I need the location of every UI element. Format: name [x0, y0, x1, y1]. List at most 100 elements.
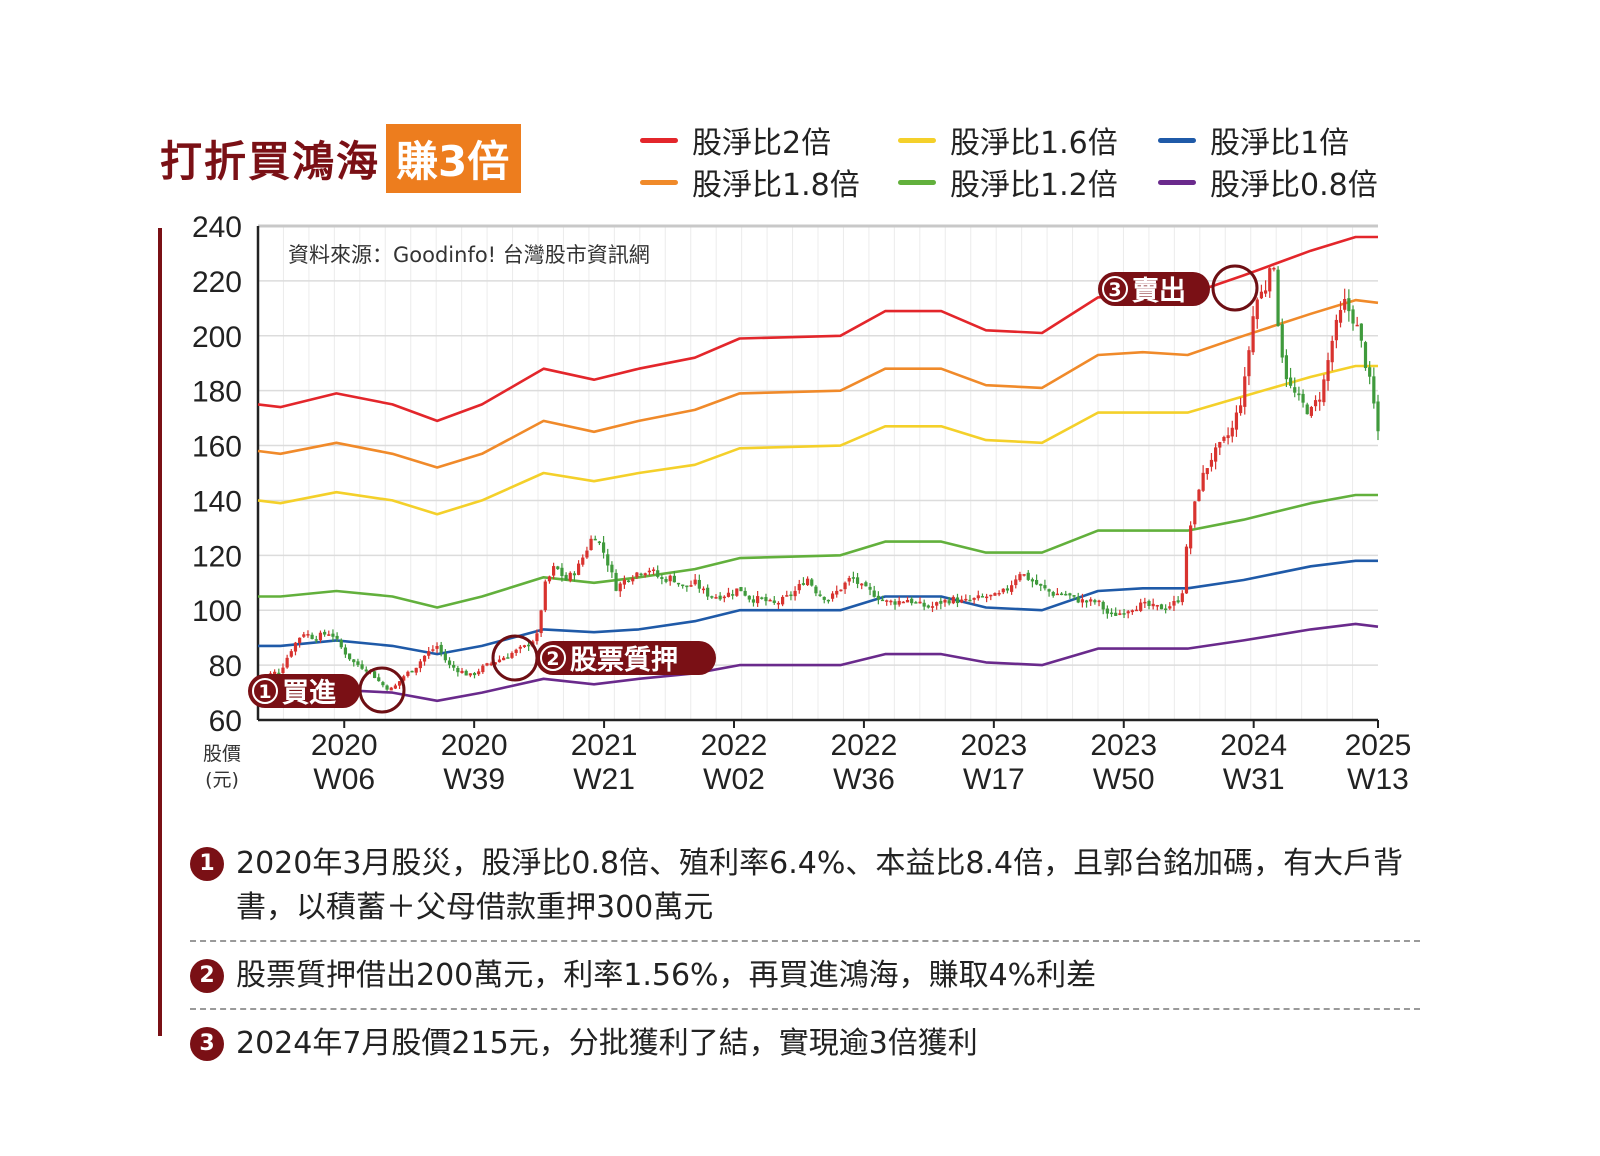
note-divider	[190, 940, 1420, 942]
x-tick-label: 2023	[1090, 729, 1157, 762]
note-number: 2	[190, 959, 224, 993]
price-candle	[402, 676, 406, 681]
legend-label: 股淨比1.6倍	[950, 126, 1118, 161]
price-candle	[601, 542, 606, 553]
price-candle	[410, 670, 414, 673]
price-candle	[1168, 606, 1172, 609]
note-text: 2024年7月股價215元，分批獲利了結，實現逾3倍獲利	[236, 1026, 978, 1061]
price-candle	[597, 541, 602, 544]
price-candle	[776, 602, 781, 605]
price-candle	[1363, 342, 1368, 369]
price-candle	[306, 634, 310, 636]
price-candle	[323, 631, 327, 635]
price-candle	[485, 663, 489, 666]
price-candle	[564, 574, 568, 581]
price-candle	[710, 596, 714, 598]
legend-swatch	[640, 179, 678, 185]
price-candle	[1159, 604, 1164, 610]
price-candle	[547, 576, 552, 582]
price-candle	[1059, 593, 1064, 596]
price-candle	[443, 653, 447, 661]
y-tick-label: 220	[192, 266, 242, 299]
price-candle	[876, 595, 880, 600]
price-candle	[397, 681, 402, 686]
price-candle	[1230, 427, 1234, 437]
price-candle	[489, 663, 493, 665]
annotation-number: 2	[546, 648, 559, 670]
price-candle	[606, 554, 610, 566]
price-candle	[506, 657, 510, 659]
price-candle	[1255, 299, 1259, 320]
price-candle	[460, 670, 464, 673]
x-tick-label: W50	[1093, 763, 1155, 796]
price-candle	[1359, 323, 1363, 341]
price-candle	[793, 590, 797, 597]
price-candle	[660, 577, 664, 579]
price-candle	[868, 586, 872, 590]
x-tick-label: W02	[703, 763, 765, 796]
price-candle	[726, 592, 731, 597]
price-candle	[1301, 393, 1305, 403]
price-candle	[497, 659, 502, 663]
price-candle	[1351, 309, 1355, 324]
price-candle	[281, 667, 285, 674]
price-candle	[1347, 298, 1351, 312]
price-candle	[905, 599, 910, 603]
price-candle	[389, 687, 393, 691]
price-candle	[664, 579, 668, 582]
price-candle	[439, 644, 443, 653]
price-candle	[1097, 600, 1101, 603]
price-candle	[964, 598, 968, 601]
price-candle	[814, 586, 818, 594]
price-candle	[285, 657, 289, 668]
price-candle	[372, 671, 377, 679]
price-candle	[327, 634, 331, 636]
legend-swatch	[898, 137, 936, 143]
price-candle	[781, 596, 785, 605]
x-tick-label: 2024	[1220, 729, 1287, 762]
y-tick-label: 180	[192, 376, 242, 409]
x-tick-label: 2020	[441, 729, 508, 762]
annotation-circle	[1211, 264, 1259, 312]
price-candle	[381, 682, 385, 686]
price-candle	[1284, 355, 1289, 380]
price-candle	[1338, 310, 1343, 323]
price-candle	[1189, 525, 1193, 549]
y-tick-label: 200	[192, 321, 242, 354]
price-candle	[452, 664, 456, 668]
price-candle	[1343, 298, 1347, 310]
price-candle	[1322, 379, 1326, 403]
price-candle	[1355, 324, 1359, 327]
price-candle	[339, 639, 343, 648]
price-candle	[701, 588, 706, 591]
price-candle	[1305, 404, 1309, 415]
note-divider	[190, 1008, 1420, 1010]
price-candle	[347, 653, 352, 660]
price-candle	[293, 642, 298, 652]
price-candle	[639, 573, 643, 576]
price-candle	[1272, 267, 1276, 270]
price-candle	[1180, 593, 1184, 603]
price-candle	[885, 600, 889, 602]
price-candle	[1226, 435, 1230, 439]
series-line	[258, 622, 1379, 703]
price-candle	[431, 649, 435, 651]
note-text: 2020年3月股災，股淨比0.8倍、殖利率6.4%、本益比8.4倍，且郭台銘加碼…	[236, 846, 1404, 925]
price-candle	[622, 579, 626, 585]
accent-bar	[158, 228, 162, 1036]
price-candle	[1089, 599, 1093, 602]
price-candle	[1064, 593, 1068, 596]
price-candle	[914, 602, 918, 604]
legend-swatch	[1158, 137, 1196, 143]
y-axis-label: (元)	[205, 769, 239, 791]
y-tick-label: 100	[192, 595, 242, 628]
legend-item: 股淨比1.6倍	[898, 120, 1118, 161]
price-candle	[543, 581, 547, 611]
price-candle	[1368, 367, 1372, 377]
price-candle	[918, 601, 922, 604]
price-candle	[689, 585, 693, 587]
price-candle	[935, 602, 939, 606]
price-candle	[1313, 400, 1318, 407]
price-candle	[635, 572, 639, 577]
price-candle	[493, 662, 497, 665]
